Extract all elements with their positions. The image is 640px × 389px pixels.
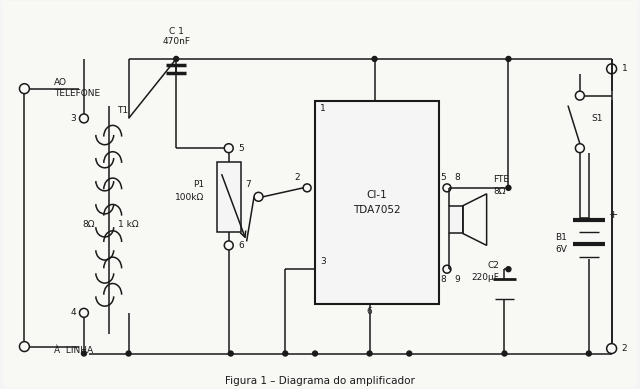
Circle shape [502, 351, 507, 356]
Text: 5: 5 [440, 173, 446, 182]
Circle shape [506, 186, 511, 190]
Text: 8: 8 [440, 275, 446, 284]
Text: 2: 2 [294, 173, 300, 182]
Text: 4: 4 [70, 308, 76, 317]
Text: 6: 6 [239, 241, 244, 250]
Text: 9: 9 [454, 275, 460, 284]
Text: 1 kΩ: 1 kΩ [118, 220, 139, 229]
Text: FTE: FTE [493, 175, 509, 184]
Bar [315, 101, 439, 304]
Circle shape [506, 267, 511, 272]
Text: TELEFONE: TELEFONE [54, 89, 100, 98]
Text: 220µF: 220µF [472, 273, 500, 282]
Text: S1: S1 [592, 114, 604, 123]
Circle shape [312, 351, 317, 356]
Text: +: + [609, 210, 618, 220]
Text: 100kΩ: 100kΩ [175, 193, 204, 202]
Bar [217, 162, 241, 231]
Circle shape [126, 351, 131, 356]
Text: 7: 7 [246, 180, 252, 189]
Text: TDA7052: TDA7052 [353, 205, 401, 215]
Circle shape [173, 56, 179, 61]
Circle shape [81, 351, 86, 356]
Text: 8Ω: 8Ω [83, 220, 95, 229]
Text: C2: C2 [488, 261, 500, 270]
Text: 5: 5 [239, 144, 244, 153]
Text: 3: 3 [320, 257, 326, 266]
Circle shape [407, 351, 412, 356]
Text: B1: B1 [555, 233, 567, 242]
Text: 1: 1 [621, 64, 627, 74]
Text: 1: 1 [320, 104, 326, 113]
Text: 2: 2 [621, 344, 627, 353]
Circle shape [586, 351, 591, 356]
Text: 470nF: 470nF [162, 37, 190, 46]
Text: P1: P1 [193, 180, 204, 189]
Text: Figura 1 – Diagrama do amplificador: Figura 1 – Diagrama do amplificador [225, 376, 415, 386]
Text: CI-1: CI-1 [367, 190, 387, 200]
Text: À  LINHA: À LINHA [54, 346, 93, 355]
Circle shape [283, 351, 288, 356]
Circle shape [367, 351, 372, 356]
Circle shape [228, 351, 233, 356]
Circle shape [372, 56, 377, 61]
Bar [449, 206, 463, 233]
Text: T1: T1 [116, 106, 128, 115]
Text: 3: 3 [70, 114, 76, 123]
Circle shape [506, 56, 511, 61]
Text: 6: 6 [367, 307, 372, 316]
Text: C 1: C 1 [169, 26, 184, 36]
Text: 8: 8 [454, 173, 460, 182]
Text: 6V: 6V [555, 245, 567, 254]
Text: 8Ω: 8Ω [493, 187, 506, 196]
Text: AO: AO [54, 78, 67, 87]
